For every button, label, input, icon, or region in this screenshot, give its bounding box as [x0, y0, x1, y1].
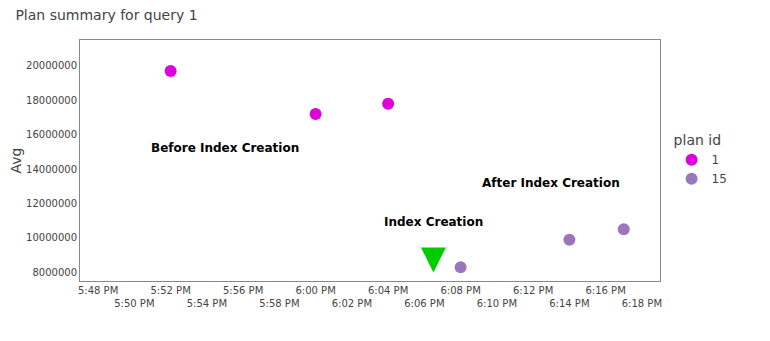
svg-text:5:58 PM: 5:58 PM: [259, 298, 299, 309]
svg-text:Before Index Creation: Before Index Creation: [151, 141, 299, 155]
svg-text:6:06 PM: 6:06 PM: [404, 298, 444, 309]
svg-text:10000000: 10000000: [26, 232, 77, 243]
svg-text:6:12 PM: 6:12 PM: [513, 285, 553, 296]
svg-text:18000000: 18000000: [26, 95, 77, 106]
svg-text:Index Creation: Index Creation: [384, 215, 483, 229]
svg-text:Plan summary for query 1: Plan summary for query 1: [15, 7, 197, 23]
svg-text:plan id: plan id: [674, 132, 721, 148]
svg-text:16000000: 16000000: [26, 129, 77, 140]
svg-text:6:02 PM: 6:02 PM: [332, 298, 372, 309]
svg-text:Avg: Avg: [8, 148, 24, 174]
svg-text:20000000: 20000000: [26, 60, 77, 71]
svg-text:6:04 PM: 6:04 PM: [368, 285, 408, 296]
svg-text:12000000: 12000000: [26, 198, 77, 209]
svg-text:6:18 PM: 6:18 PM: [622, 298, 662, 309]
svg-text:5:54 PM: 5:54 PM: [187, 298, 227, 309]
svg-text:6:14 PM: 6:14 PM: [549, 298, 589, 309]
svg-text:6:16 PM: 6:16 PM: [585, 285, 625, 296]
svg-text:6:10 PM: 6:10 PM: [477, 298, 517, 309]
svg-text:5:50 PM: 5:50 PM: [114, 298, 154, 309]
svg-text:15: 15: [712, 172, 727, 186]
svg-text:6:08 PM: 6:08 PM: [440, 285, 480, 296]
svg-text:5:56 PM: 5:56 PM: [223, 285, 263, 296]
svg-text:1: 1: [712, 153, 720, 167]
svg-text:14000000: 14000000: [26, 164, 77, 175]
svg-text:After Index Creation: After Index Creation: [482, 176, 620, 190]
svg-text:8000000: 8000000: [32, 267, 77, 278]
svg-text:5:48 PM: 5:48 PM: [78, 285, 118, 296]
svg-text:5:52 PM: 5:52 PM: [150, 285, 190, 296]
svg-text:6:00 PM: 6:00 PM: [295, 285, 335, 296]
